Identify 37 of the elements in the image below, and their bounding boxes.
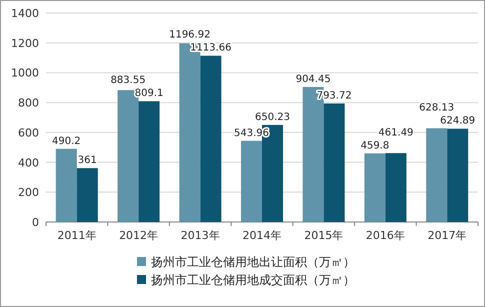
legend-label: 扬州市工业仓储用地出让面积（万㎡） — [151, 255, 355, 269]
bar — [200, 56, 222, 222]
data-label: 1196.92 — [169, 30, 210, 41]
y-tick-label: 1000 — [11, 66, 39, 80]
y-tick-label: 1400 — [11, 7, 39, 20]
data-label: 459.8 — [360, 140, 390, 152]
bar — [426, 128, 448, 222]
data-label: 628.13 — [419, 102, 454, 114]
data-label: 904.45 — [296, 74, 331, 85]
y-tick-label: 0 — [32, 216, 39, 229]
x-tick-label: 2012年 — [119, 229, 158, 242]
legend-label: 扬州市工业仓储用地成交面积（万㎡） — [151, 273, 355, 287]
data-label: 883.55 — [110, 75, 146, 86]
x-tick-label: 2014年 — [242, 229, 282, 242]
bar — [324, 104, 345, 222]
bar — [138, 101, 160, 222]
bar — [76, 168, 98, 222]
data-label: 624.89 — [440, 116, 476, 127]
data-label: 361 — [78, 155, 97, 166]
data-label: 650.23 — [255, 112, 290, 123]
bar — [364, 153, 386, 222]
data-label: 490.2 — [52, 136, 81, 147]
bar — [385, 153, 406, 222]
bar — [447, 128, 468, 222]
bar — [56, 148, 77, 222]
y-tick-label: 600 — [18, 126, 39, 140]
x-tick-label: 2017年 — [428, 229, 467, 242]
y-tick-label: 1200 — [11, 36, 39, 50]
y-tick-label: 200 — [18, 186, 39, 200]
x-tick-label: 2013年 — [180, 229, 220, 242]
y-tick-label: 800 — [18, 96, 39, 110]
x-tick-label: 2016年 — [366, 229, 405, 242]
data-label: 461.49 — [378, 127, 414, 138]
bar — [241, 140, 262, 222]
x-tick-label: 2015年 — [304, 229, 344, 242]
x-tick-label: 2011年 — [57, 229, 96, 242]
y-tick-label: 400 — [18, 156, 39, 170]
